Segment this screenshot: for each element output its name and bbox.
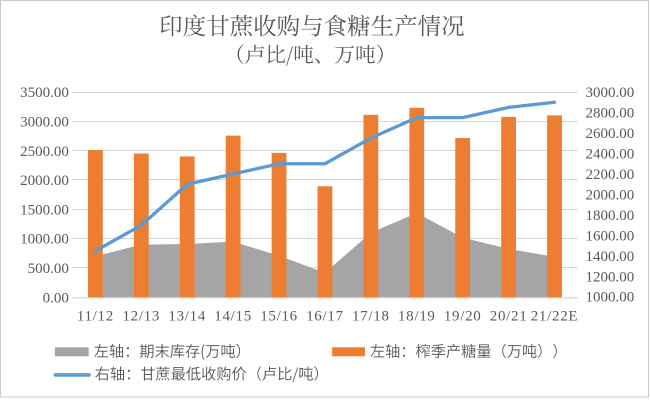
svg-text:2000.00: 2000.00 xyxy=(20,173,69,189)
svg-text:1000.00: 1000.00 xyxy=(20,232,69,248)
svg-text:20/21: 20/21 xyxy=(490,309,528,325)
svg-text:1600.00: 1600.00 xyxy=(586,228,635,244)
svg-text:21/22E: 21/22E xyxy=(531,309,579,325)
svg-text:3500.00: 3500.00 xyxy=(20,85,69,101)
svg-text:19/20: 19/20 xyxy=(444,309,482,325)
svg-text:2800.00: 2800.00 xyxy=(586,106,635,122)
svg-text:3000.00: 3000.00 xyxy=(586,85,635,101)
svg-text:2200.00: 2200.00 xyxy=(586,167,635,183)
svg-text:1800.00: 1800.00 xyxy=(586,208,635,224)
svg-text:500.00: 500.00 xyxy=(28,261,69,277)
svg-text:1400.00: 1400.00 xyxy=(586,249,635,265)
svg-text:1500.00: 1500.00 xyxy=(20,202,69,218)
svg-text:1200.00: 1200.00 xyxy=(586,269,635,285)
svg-text:2400.00: 2400.00 xyxy=(586,147,635,163)
svg-text:2500.00: 2500.00 xyxy=(20,144,69,160)
svg-text:2000.00: 2000.00 xyxy=(586,187,635,203)
svg-text:14/15: 14/15 xyxy=(214,309,252,325)
svg-text:0.00: 0.00 xyxy=(43,290,69,306)
svg-text:2600.00: 2600.00 xyxy=(586,126,635,142)
svg-text:17/18: 17/18 xyxy=(352,309,390,325)
svg-text:16/17: 16/17 xyxy=(306,309,344,325)
svg-text:12/13: 12/13 xyxy=(122,309,160,325)
svg-text:1000.00: 1000.00 xyxy=(586,290,635,306)
svg-text:15/16: 15/16 xyxy=(260,309,298,325)
svg-text:18/19: 18/19 xyxy=(398,309,436,325)
svg-text:11/12: 11/12 xyxy=(77,309,114,325)
svg-text:13/14: 13/14 xyxy=(168,309,206,325)
svg-text:3000.00: 3000.00 xyxy=(20,115,69,131)
